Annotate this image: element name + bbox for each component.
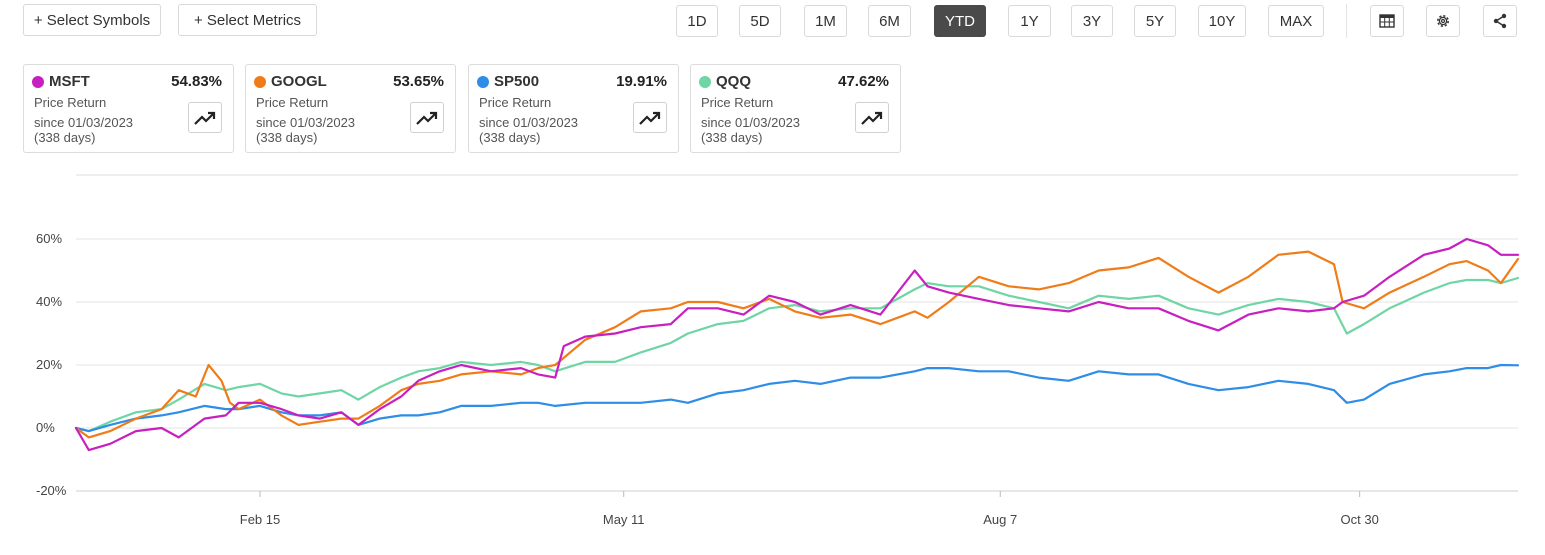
trending-up-icon (861, 111, 883, 125)
chart-toggle-button[interactable] (855, 102, 889, 133)
chart-toggle-button[interactable] (633, 102, 667, 133)
y-tick-label: -20% (36, 483, 67, 498)
symbol-card-sp500[interactable]: SP500 19.91% Price Return since 01/03/20… (468, 64, 679, 153)
card-symbol: QQQ (716, 73, 752, 90)
card-days: (338 days) (479, 130, 541, 145)
card-since: since 01/03/2023 (34, 115, 134, 130)
select-metrics-button[interactable]: + Select Metrics (178, 4, 317, 36)
chart-toggle-button[interactable] (410, 102, 444, 133)
range-1d-button[interactable]: 1D (676, 5, 718, 37)
range-10y-button[interactable]: 10Y (1198, 5, 1246, 37)
card-metric: Price Return (479, 95, 552, 110)
card-value: 54.83% (171, 73, 222, 90)
card-symbol: GOOGL (271, 73, 327, 90)
range-3y-button[interactable]: 3Y (1071, 5, 1113, 37)
y-tick-label: 20% (36, 357, 62, 372)
table-icon (1379, 14, 1395, 28)
card-metric: Price Return (256, 95, 329, 110)
y-tick-label: 0% (36, 420, 55, 435)
range-6m-button[interactable]: 6M (868, 5, 911, 37)
trending-up-icon (639, 111, 661, 125)
share-button[interactable] (1483, 5, 1517, 37)
range-max-button[interactable]: MAX (1268, 5, 1324, 37)
y-tick-label: 40% (36, 294, 62, 309)
series-line-sp500 (74, 363, 1520, 433)
x-tick-label: Aug 7 (983, 512, 1017, 527)
card-since: since 01/03/2023 (256, 115, 356, 130)
card-value: 19.91% (616, 73, 667, 90)
card-since: since 01/03/2023 (701, 115, 801, 130)
card-days: (338 days) (701, 130, 763, 145)
x-tick-label: May 11 (603, 512, 645, 527)
table-view-button[interactable] (1370, 5, 1404, 37)
series-color-dot (254, 76, 266, 88)
share-icon (1493, 13, 1507, 29)
card-metric: Price Return (34, 95, 107, 110)
range-1m-button[interactable]: 1M (804, 5, 847, 37)
card-value: 47.62% (838, 73, 889, 90)
series-line-msft (74, 237, 1520, 452)
trending-up-icon (194, 111, 216, 125)
symbol-card-googl[interactable]: GOOGL 53.65% Price Return since 01/03/20… (245, 64, 456, 153)
series-color-dot (699, 76, 711, 88)
card-metric: Price Return (701, 95, 774, 110)
range-ytd-button[interactable]: YTD (934, 5, 986, 37)
symbol-card-msft[interactable]: MSFT 54.83% Price Return since 01/03/202… (23, 64, 234, 153)
series-line-qqq (74, 276, 1520, 433)
settings-button[interactable] (1426, 5, 1460, 37)
chart-toggle-button[interactable] (188, 102, 222, 133)
card-since: since 01/03/2023 (479, 115, 579, 130)
card-days: (338 days) (34, 130, 96, 145)
symbol-card-qqq[interactable]: QQQ 47.62% Price Return since 01/03/2023… (690, 64, 901, 153)
card-symbol: SP500 (494, 73, 540, 90)
card-value: 53.65% (393, 73, 444, 90)
toolbar-divider (1346, 4, 1347, 38)
card-days: (338 days) (256, 130, 318, 145)
card-symbol: MSFT (49, 73, 90, 90)
x-tick-label: Feb 15 (240, 512, 280, 527)
range-1y-button[interactable]: 1Y (1008, 5, 1051, 37)
gear-icon (1437, 15, 1449, 27)
series-line-googl (74, 250, 1520, 439)
x-tick-label: Oct 30 (1341, 512, 1379, 527)
range-5y-button[interactable]: 5Y (1134, 5, 1176, 37)
series-color-dot (32, 76, 44, 88)
trending-up-icon (416, 111, 438, 125)
range-5d-button[interactable]: 5D (739, 5, 781, 37)
y-tick-label: 60% (36, 231, 62, 246)
series-color-dot (477, 76, 489, 88)
select-symbols-button[interactable]: + Select Symbols (23, 4, 161, 36)
